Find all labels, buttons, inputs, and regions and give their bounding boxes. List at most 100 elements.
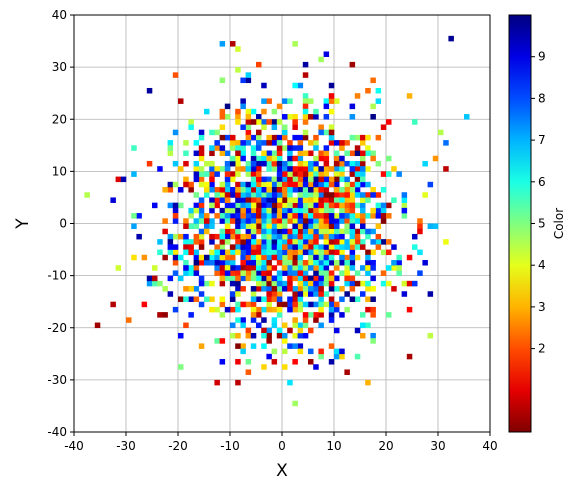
heatmap-cell xyxy=(167,202,174,209)
heatmap-cell xyxy=(386,213,392,219)
heatmap-cell xyxy=(282,322,288,329)
heatmap-cell xyxy=(271,239,278,245)
heatmap-cell xyxy=(245,197,252,203)
y-tick-label: 0 xyxy=(59,217,67,231)
heatmap-cell xyxy=(344,187,350,193)
heatmap-cell xyxy=(318,286,324,292)
heatmap-cell xyxy=(323,176,330,183)
heatmap-cell xyxy=(282,218,288,224)
heatmap-cell xyxy=(365,192,371,198)
heatmap-cell xyxy=(162,187,168,193)
heatmap-cell xyxy=(282,280,288,287)
heatmap-cell xyxy=(297,291,304,297)
heatmap-cell xyxy=(235,280,241,287)
heatmap-cell xyxy=(297,192,304,198)
heatmap-cell xyxy=(308,280,314,287)
heatmap-cell xyxy=(167,150,174,157)
heatmap-cell xyxy=(365,197,371,203)
heatmap-cell xyxy=(282,187,288,193)
heatmap-cell xyxy=(349,160,356,167)
heatmap-cell xyxy=(235,343,241,349)
colorbar-tick-label: 6 xyxy=(538,175,546,189)
heatmap-cell xyxy=(266,327,272,334)
heatmap-cell xyxy=(240,343,246,349)
heatmap-cell xyxy=(271,108,278,115)
heatmap-cell xyxy=(219,192,226,198)
heatmap-cell xyxy=(245,129,252,136)
heatmap-cell xyxy=(313,317,319,323)
heatmap-cell xyxy=(250,259,257,266)
heatmap-cell xyxy=(250,150,257,157)
heatmap-cell xyxy=(328,134,335,141)
heatmap-cell xyxy=(308,275,314,282)
heatmap-cell xyxy=(417,249,423,256)
heatmap-cell xyxy=(230,280,236,287)
heatmap-cell xyxy=(308,176,314,183)
heatmap-cell xyxy=(318,228,324,235)
heatmap-cell xyxy=(271,218,278,224)
heatmap-cell xyxy=(235,223,241,230)
heatmap-cell xyxy=(230,41,236,47)
heatmap-cell xyxy=(250,291,257,297)
heatmap-cell xyxy=(271,233,278,240)
heatmap-cell xyxy=(224,160,231,167)
heatmap-cell xyxy=(313,233,319,240)
heatmap-cell xyxy=(209,187,215,193)
heatmap-cell xyxy=(271,150,278,157)
heatmap-cell xyxy=(292,343,298,349)
heatmap-cell xyxy=(276,160,283,167)
heatmap-cell xyxy=(224,306,231,313)
heatmap-cell xyxy=(339,233,345,240)
heatmap-cell xyxy=(292,228,298,235)
heatmap-cell xyxy=(297,259,304,266)
heatmap-cell xyxy=(240,145,246,151)
heatmap-cell xyxy=(287,176,293,183)
heatmap-cell xyxy=(328,98,335,104)
heatmap-cell xyxy=(386,312,392,318)
heatmap-cell xyxy=(318,56,324,63)
heatmap-cell xyxy=(344,244,350,250)
heatmap-cell xyxy=(271,296,278,302)
heatmap-cell xyxy=(276,197,283,203)
heatmap-cell xyxy=(204,254,210,261)
heatmap-cell xyxy=(292,134,298,141)
heatmap-cell xyxy=(193,249,200,256)
heatmap-cell xyxy=(360,171,366,177)
heatmap-cell xyxy=(297,332,304,339)
heatmap-cell xyxy=(318,166,324,172)
heatmap-cell xyxy=(204,160,210,167)
heatmap-cell xyxy=(328,223,335,230)
heatmap-cell xyxy=(235,301,241,308)
heatmap-cell xyxy=(313,197,319,203)
heatmap-cell xyxy=(297,327,304,334)
heatmap-cell xyxy=(224,218,231,224)
heatmap-cell xyxy=(198,150,205,157)
heatmap-cell xyxy=(245,301,252,308)
heatmap-cell xyxy=(224,233,231,240)
heatmap-cell xyxy=(297,181,304,188)
heatmap-cell xyxy=(256,228,262,235)
heatmap-cell xyxy=(344,202,350,209)
heatmap-cell xyxy=(256,286,262,292)
heatmap-cell xyxy=(266,239,272,245)
heatmap-cell xyxy=(287,265,293,271)
heatmap-cell xyxy=(292,270,298,276)
heatmap-cell xyxy=(219,181,226,188)
heatmap-cell xyxy=(261,140,267,146)
heatmap-cell xyxy=(276,233,283,240)
heatmap-cell xyxy=(230,187,236,193)
heatmap-cell xyxy=(219,270,226,276)
heatmap-cell xyxy=(287,286,293,292)
heatmap-cell xyxy=(256,275,262,282)
heatmap-cell xyxy=(219,259,226,266)
heatmap-cell xyxy=(323,192,330,198)
heatmap-cell xyxy=(282,364,288,370)
heatmap-cell xyxy=(292,359,298,365)
heatmap-cell xyxy=(188,286,194,292)
heatmap-cell xyxy=(432,155,439,162)
heatmap-cell xyxy=(162,286,168,292)
heatmap-cell xyxy=(354,233,361,240)
heatmap-cell xyxy=(344,218,350,224)
heatmap-cell xyxy=(308,233,314,240)
heatmap-cell xyxy=(380,270,387,276)
